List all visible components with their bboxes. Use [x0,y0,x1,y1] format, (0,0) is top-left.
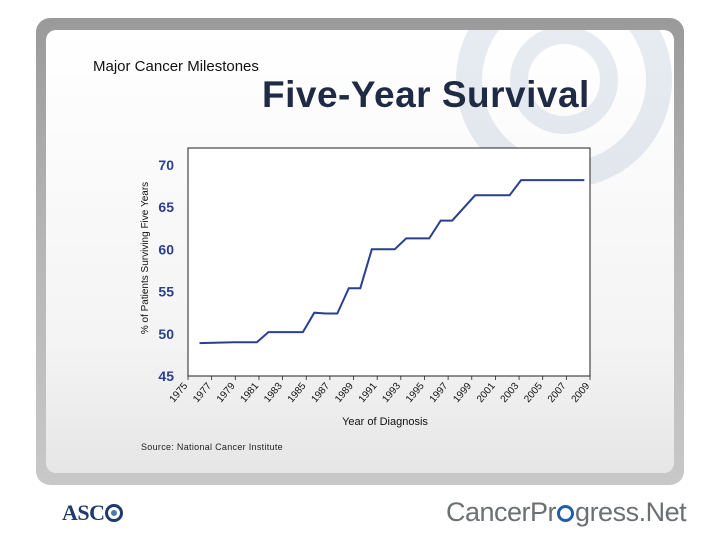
slide-title: Five-Year Survival [262,74,590,115]
y-tick-label-45: 45 [158,368,174,384]
cancer-progress-logo: CancerPr gress.Net [446,497,687,527]
x-tick-label-1983: 1983 [262,381,285,405]
x-tick-label-2005: 2005 [522,381,545,405]
y-tick-label-55: 55 [158,284,174,300]
x-tick-label-1993: 1993 [380,381,403,405]
asco-logo: ASC [62,500,123,526]
x-tick-label-1999: 1999 [451,381,474,405]
x-tick-label-2001: 2001 [475,381,498,405]
x-tick-label-1979: 1979 [215,381,238,405]
y-tick-labels: 45 50 55 60 65 70 [158,157,174,384]
footer-bar: ASC CancerPr gress.Net [0,485,720,540]
x-tick-label-1981: 1981 [239,381,262,405]
x-tick-label-1977: 1977 [191,381,214,405]
source-note: Source: National Cancer Institute [141,442,283,452]
x-tick-label-2003: 2003 [499,381,522,405]
y-tick-label-60: 60 [158,241,174,257]
y-tick-label-70: 70 [158,157,174,173]
series-lines [199,179,585,345]
x-tick-label-1997: 1997 [428,381,451,405]
cp-o-icon [557,505,575,522]
x-tick-label-2007: 2007 [546,381,569,405]
x-tick-labels: 1975 1977 1979 1981 1983 1985 1987 1989 1991 1993… [168,381,593,405]
y-axis-label: % of Patients Surviving Five Years [140,182,151,334]
x-tick-label-1987: 1987 [309,381,332,405]
x-tick-label-2009: 2009 [570,381,593,405]
x-tick-label-1989: 1989 [333,381,356,405]
series-line-0 [199,179,585,345]
chart-axes [187,147,591,380]
y-tick-label-50: 50 [158,326,174,342]
x-axis-label: Year of Diagnosis [342,416,428,428]
y-tick-label-65: 65 [158,199,174,215]
slide-subtitle: Major Cancer Milestones [93,58,259,75]
asco-o-icon [104,504,123,522]
x-tick-label-1985: 1985 [286,381,309,405]
x-tick-label-1991: 1991 [357,381,380,405]
x-tick-label-1995: 1995 [404,381,427,405]
plot-area [187,147,591,377]
x-tick-label-1975: 1975 [168,381,191,405]
